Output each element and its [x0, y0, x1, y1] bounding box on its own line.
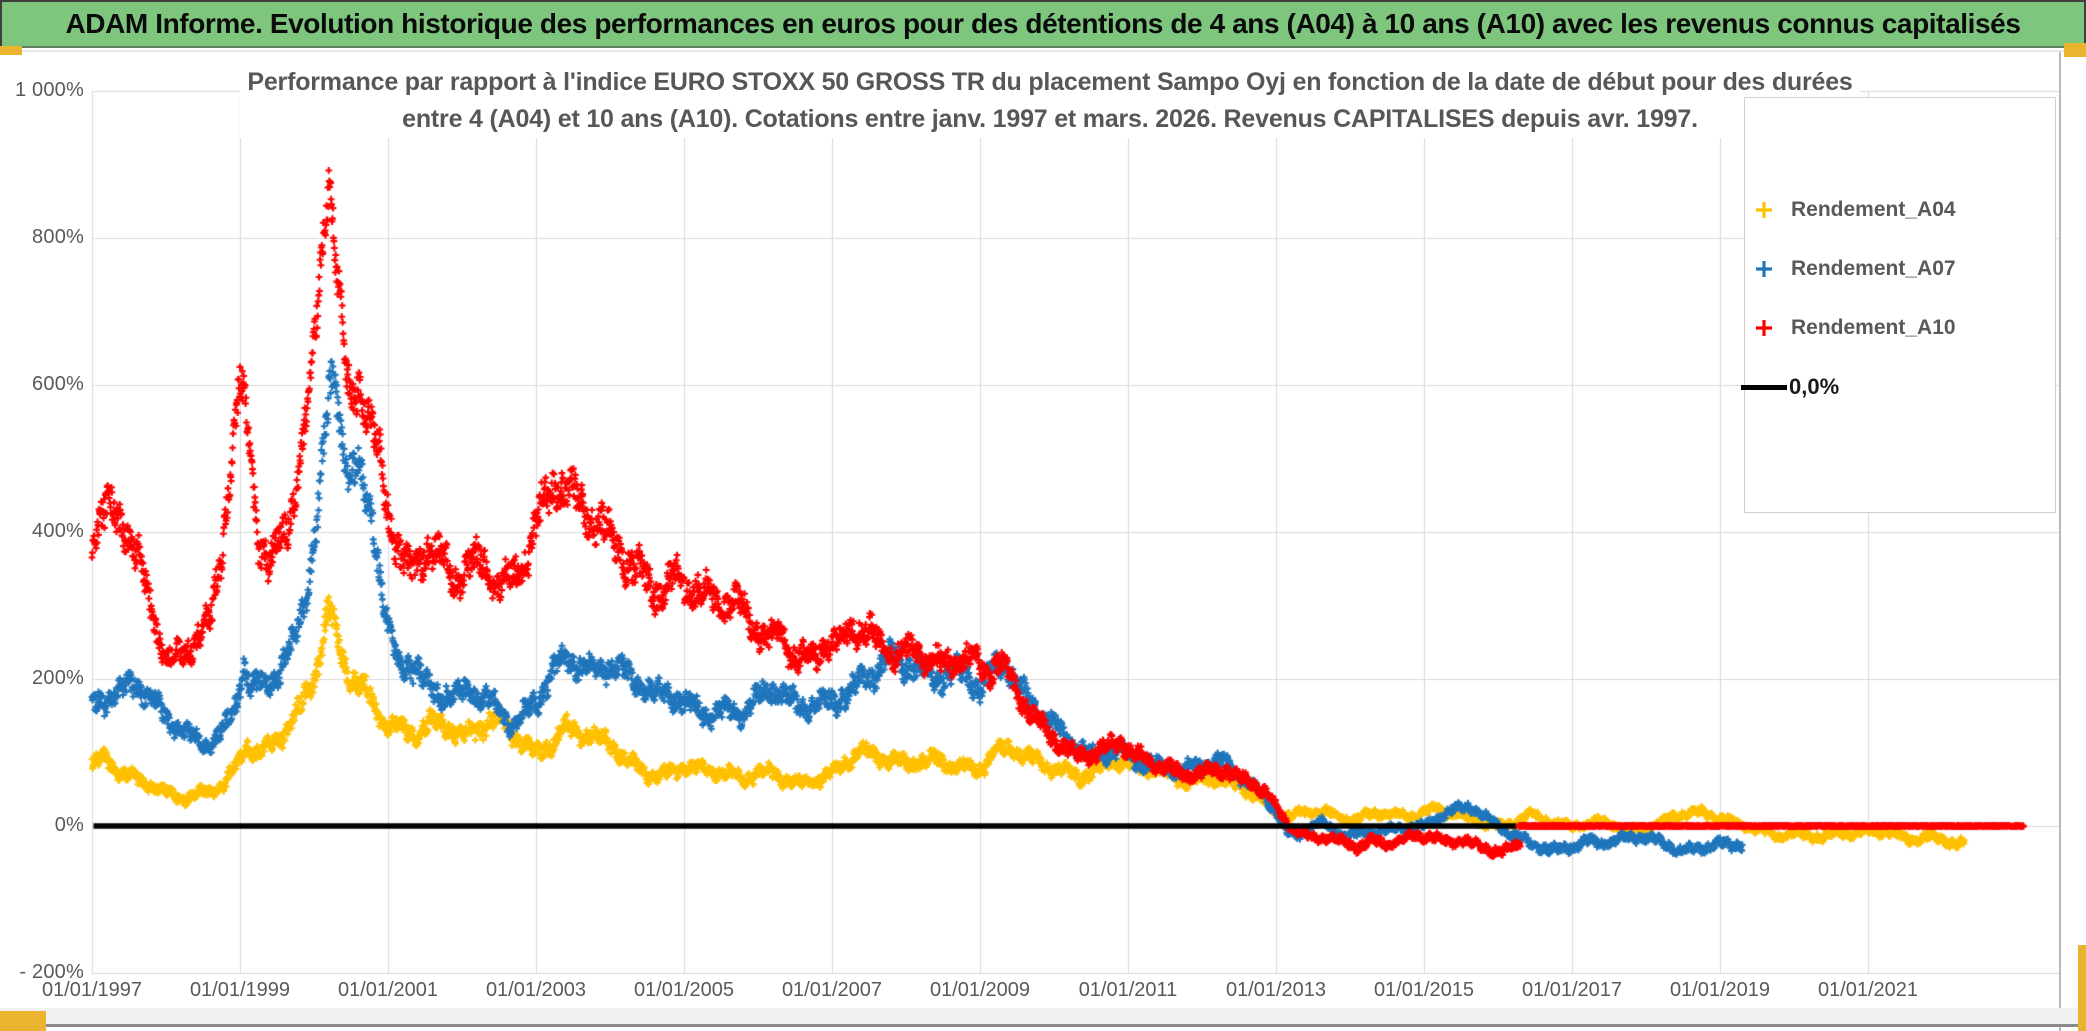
- chart-title-line2: entre 4 (A04) et 10 ans (A10). Cotations…: [402, 105, 1698, 133]
- legend-label: Rendement_A04: [1791, 198, 1956, 221]
- x-axis-label: 01/01/2013: [1225, 979, 1327, 1001]
- x-axis-label: 01/01/1999: [189, 979, 291, 1001]
- x-axis-label: 01/01/2021: [1817, 979, 1919, 1001]
- gold-accent-bottom-left[interactable]: [0, 1011, 46, 1031]
- legend-label: 0,0%: [1789, 374, 1840, 399]
- workbook-title: ADAM Informe. Evolution historique des p…: [65, 8, 2021, 39]
- y-axis-label: 400%: [32, 520, 84, 542]
- legend-item-rendement-a04[interactable]: Rendement_A04: [1745, 193, 2045, 227]
- horizontal-scrollbar-track[interactable]: [0, 1008, 2086, 1024]
- x-axis-label: 01/01/2017: [1521, 979, 1623, 1001]
- gold-accent-top-left: [0, 46, 22, 55]
- x-axis-label: 01/01/2001: [337, 979, 439, 1001]
- zero-line-icon: [1741, 384, 1787, 390]
- sheet-bottom-border: [0, 1024, 2086, 1027]
- x-axis-label: 01/01/2003: [485, 979, 587, 1001]
- header-divider: [0, 50, 2086, 52]
- plus-marker-icon: [1756, 320, 1772, 336]
- gold-accent-right: [2078, 945, 2086, 1031]
- legend-label: Rendement_A07: [1791, 257, 1956, 280]
- x-axis-label: 01/01/2009: [929, 979, 1031, 1001]
- x-axis-label: 01/01/2007: [781, 979, 883, 1001]
- plus-marker-icon: [1756, 202, 1772, 218]
- workbook-title-bar: ADAM Informe. Evolution historique des p…: [0, 0, 2086, 48]
- legend-item-rendement-a07[interactable]: Rendement_A07: [1745, 252, 2045, 286]
- legend-item-rendement-a10[interactable]: Rendement_A10: [1745, 311, 2045, 345]
- y-axis-label: 200%: [32, 667, 84, 689]
- legend-label: Rendement_A10: [1791, 316, 1956, 339]
- x-axis-label: 01/01/2005: [633, 979, 735, 1001]
- x-axis-label: 01/01/1997: [41, 979, 143, 1001]
- legend[interactable]: Rendement_A04 Rendement_A07 Rendement_A10 0…: [1741, 97, 2056, 513]
- plus-marker-icon: [1756, 261, 1772, 277]
- x-axis-label: 01/01/2019: [1669, 979, 1771, 1001]
- y-axis-label: 600%: [32, 373, 84, 395]
- x-axis-label: 01/01/2015: [1373, 979, 1475, 1001]
- y-axis-label: - 200%: [19, 961, 84, 983]
- y-axis-label: 1 000%: [14, 79, 84, 101]
- x-axis-label: 01/01/2011: [1078, 979, 1178, 1001]
- legend-item-0-0-[interactable]: 0,0%: [1741, 370, 2045, 404]
- y-axis-label: 800%: [32, 226, 84, 248]
- gold-accent-top-right: [2064, 43, 2086, 57]
- chart-title-line1: Performance par rapport à l'indice EURO …: [247, 68, 1853, 96]
- window-split-line: [2059, 52, 2061, 1031]
- chart-title: Performance par rapport à l'indice EURO …: [240, 64, 1860, 138]
- y-axis-label: 0%: [54, 814, 84, 836]
